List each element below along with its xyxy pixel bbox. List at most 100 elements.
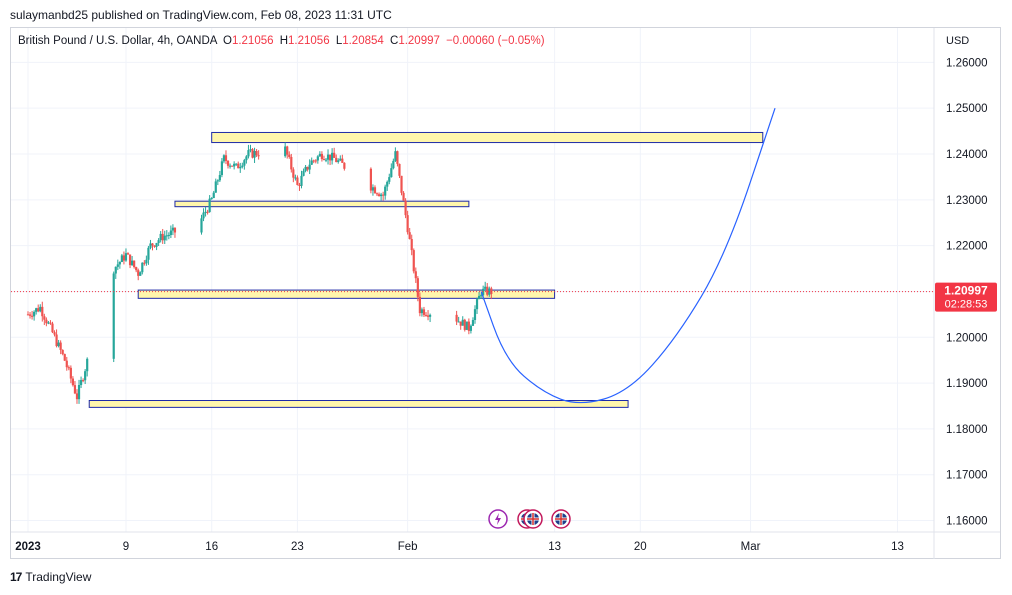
candle-body [133, 260, 136, 268]
candle-body [51, 323, 54, 333]
candle-body [408, 232, 411, 240]
candle-body [139, 272, 142, 276]
candle-body [394, 151, 397, 161]
publisher-line: sulaymanbd25 published on TradingView.co… [10, 8, 392, 22]
candle-body [310, 160, 313, 165]
bar-countdown: 02:28:53 [945, 299, 988, 311]
candle-body [43, 316, 46, 320]
x-tick-label: 2023 [15, 541, 41, 553]
candle-body [173, 227, 177, 233]
candle-body [461, 319, 464, 326]
candle-body [392, 160, 395, 169]
candle-body [159, 233, 162, 241]
candle-body [488, 288, 491, 295]
candle-body [118, 261, 121, 265]
chart-frame [10, 27, 1001, 559]
candle-body [124, 253, 128, 261]
footer-brand[interactable]: 17 TradingView [10, 570, 91, 584]
candle-body [167, 235, 170, 237]
candle-body [212, 192, 215, 199]
candle-body [418, 296, 421, 314]
candle-body [53, 332, 56, 335]
candle-body [39, 306, 42, 312]
candle-body [377, 194, 381, 197]
candle-body [163, 235, 166, 241]
candle-body [37, 308, 40, 312]
footer-brand-label: TradingView [25, 570, 92, 584]
candle-body [69, 367, 72, 379]
candle-body [343, 162, 346, 169]
candle-body [214, 181, 217, 193]
candle-body [226, 160, 230, 166]
candle-body [306, 166, 309, 170]
candle-body [380, 194, 383, 197]
candle-body [404, 200, 407, 216]
candle-body [55, 334, 58, 347]
price-zone[interactable] [137, 289, 556, 299]
candle-body [157, 240, 160, 244]
candle-body [457, 321, 460, 323]
candle-body [86, 358, 89, 372]
candle-body [428, 314, 432, 317]
candle-body [239, 166, 242, 169]
candle-body [337, 160, 340, 163]
candle-body [171, 227, 175, 231]
candle-body [416, 278, 419, 297]
candle-body [65, 360, 68, 368]
legend-symbol[interactable]: British Pound / U.S. Dollar, 4h, OANDA [18, 35, 217, 47]
legend-high-value: 1.21056 [288, 35, 330, 47]
candle-body [149, 243, 152, 248]
lightning-glyph [495, 513, 501, 525]
candle-body [369, 168, 372, 191]
candle-body [300, 175, 303, 186]
candle-body [410, 239, 413, 251]
candle-body [326, 154, 330, 160]
candle-body [61, 349, 64, 355]
last-price-tag[interactable] [935, 282, 997, 312]
candle-body [455, 314, 458, 322]
candle-body [324, 159, 328, 161]
candle-body [402, 192, 405, 201]
candle-body [45, 319, 48, 324]
candle-body [292, 169, 295, 178]
candle-body [465, 321, 468, 330]
candle-body [120, 255, 123, 262]
candle-body [71, 378, 75, 386]
x-tick-label: 13 [548, 541, 561, 553]
candle-body [126, 253, 130, 255]
candle-body [251, 149, 254, 158]
candle-body [318, 153, 321, 157]
candle-body [400, 175, 403, 193]
candle-body [155, 243, 158, 247]
candle-body [200, 218, 203, 233]
candle-body [33, 311, 36, 317]
candle-body [147, 247, 150, 260]
price-zone[interactable] [174, 200, 470, 208]
candle-body [112, 273, 115, 359]
candle-body [75, 393, 79, 400]
candle-body [67, 367, 70, 369]
candle-body [471, 319, 475, 326]
candle-body [30, 315, 34, 317]
candle-body [41, 306, 44, 317]
candle-body [333, 152, 336, 158]
candle-body [26, 314, 30, 316]
price-zone[interactable] [88, 400, 629, 408]
candle-body [153, 245, 156, 247]
candle-body [233, 163, 236, 167]
candle-body [484, 286, 487, 289]
y-tick-label: 1.22000 [946, 241, 988, 253]
candle-body [288, 154, 291, 157]
candle-body [424, 314, 428, 316]
candle-body [228, 165, 232, 167]
legend-low-label: L [335, 35, 343, 47]
candle-body [459, 321, 462, 326]
candle-body [331, 152, 334, 161]
candle-body [412, 250, 415, 272]
candle-body [116, 264, 119, 267]
last-price-value: 1.20997 [944, 284, 988, 298]
candle-body [316, 156, 319, 161]
price-zone[interactable] [211, 131, 764, 144]
projection-curve[interactable] [480, 107, 776, 404]
